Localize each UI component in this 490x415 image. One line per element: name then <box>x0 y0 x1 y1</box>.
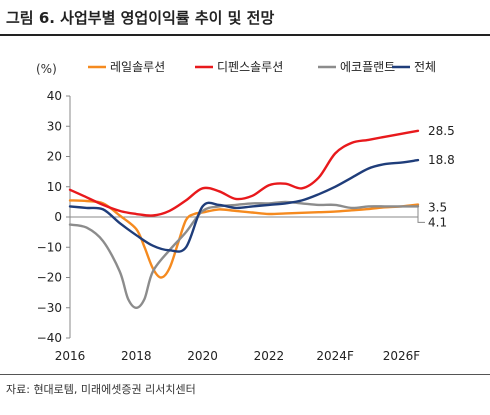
line-chart: 레일솔루션 디펜스솔루션 에코플랜트 전체 (%) 40 30 20 10 0 −10 −20 −3… <box>36 60 455 363</box>
x-tick-label: 2016 <box>55 349 86 363</box>
end-labels: 28.5 18.8 3.54.1 <box>417 124 455 229</box>
title-bar: 그림 6. 사업부별 영업이익률 추이 및 전망 <box>0 0 490 34</box>
y-tick-label: 20 <box>47 150 62 164</box>
y-tick-label: 0 <box>54 210 62 224</box>
end-value-label: 4.1 <box>428 215 447 229</box>
end-label-leader <box>417 204 425 223</box>
y-unit-label: (%) <box>36 62 57 76</box>
y-tick-label: 30 <box>47 119 62 133</box>
legend-label-rail-solution: 레일솔루션 <box>110 60 165 74</box>
source-divider <box>0 374 490 375</box>
legend: 레일솔루션 디펜스솔루션 에코플랜트 전체 <box>88 60 436 74</box>
x-tick-label: 2026F <box>383 349 421 363</box>
x-tick-label: 2020 <box>187 349 218 363</box>
axes: 40 30 20 10 0 −10 −20 −30 −40 2016 2018 2020 2022 202… <box>37 89 421 363</box>
y-tick-label: −30 <box>37 301 62 315</box>
x-tick-label: 2022 <box>254 349 285 363</box>
series-line-total <box>68 158 420 253</box>
end-value-label: 28.5 <box>428 124 455 138</box>
series-line-rail-solution <box>68 199 420 279</box>
x-tick-label: 2018 <box>121 349 152 363</box>
x-tick-label: 2024F <box>316 349 354 363</box>
source-note: 자료: 현대로템, 미래에셋증권 리서치센터 <box>6 383 196 396</box>
legend-label-total: 전체 <box>414 60 436 74</box>
end-value-label: 18.8 <box>428 153 455 167</box>
y-tick-label: 10 <box>47 180 62 194</box>
series-layer <box>68 129 420 309</box>
page-title: 그림 6. 사업부별 영업이익률 추이 및 전망 <box>6 9 275 27</box>
y-tick-label: −20 <box>37 271 62 285</box>
series-line-defense-solution <box>68 129 420 217</box>
legend-label-defense-solution: 디펜스솔루션 <box>217 60 283 74</box>
title-divider <box>0 34 490 36</box>
y-tick-label: −10 <box>37 240 62 254</box>
end-value-label: 3.5 <box>428 200 447 214</box>
y-tick-label: 40 <box>47 89 62 103</box>
y-tick-label: −40 <box>37 331 62 345</box>
legend-label-eco-plant: 에코플랜트 <box>340 60 395 74</box>
